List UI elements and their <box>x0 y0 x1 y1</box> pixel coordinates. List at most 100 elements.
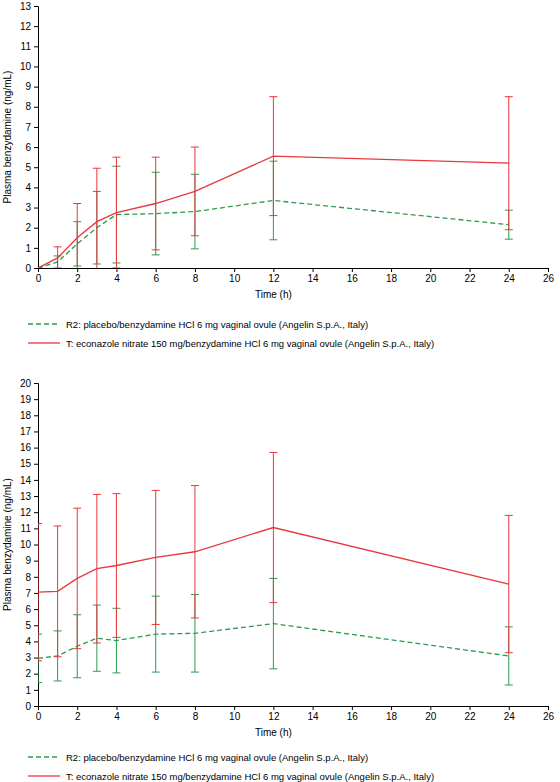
y-tick: 17 <box>20 426 38 437</box>
y-tick: 1 <box>25 243 38 254</box>
x-tick-mark <box>509 268 510 272</box>
y-tick: 4 <box>25 636 38 647</box>
error-cap <box>505 515 513 516</box>
y-tick-mark <box>34 448 38 449</box>
error-stem <box>116 157 117 268</box>
x-tick: 2 <box>75 268 81 284</box>
x-tick-mark <box>391 706 392 710</box>
x-tick-label: 14 <box>308 273 320 284</box>
error-cap <box>505 96 513 97</box>
y-tick-mark <box>34 625 38 626</box>
y-tick: 9 <box>25 555 38 566</box>
y-tick: 14 <box>20 475 38 486</box>
y-tick-label: 9 <box>25 81 31 92</box>
x-tick-mark <box>470 706 471 710</box>
y-tick: 20 <box>20 378 38 389</box>
y-tick-mark <box>34 228 38 229</box>
x-tick-label: 6 <box>153 711 159 722</box>
y-tick-label: 0 <box>25 701 31 712</box>
x-tick: 2 <box>75 706 81 722</box>
x-axis-title: Time (h) <box>255 727 292 738</box>
y-tick: 8 <box>25 101 38 112</box>
y-tick: 1 <box>25 685 38 696</box>
x-tick-label: 0 <box>36 711 42 722</box>
error-stem <box>194 147 195 236</box>
error-bar <box>152 157 160 250</box>
y-tick: 18 <box>20 410 38 421</box>
y-tick-label: 3 <box>25 652 31 663</box>
error-cap <box>112 672 120 673</box>
y-tick: 2 <box>25 222 38 233</box>
y-axis-title: Plasma benzydamine (ng/mL) <box>2 71 13 204</box>
error-stem <box>508 515 509 652</box>
error-cap <box>152 254 160 255</box>
error-cap <box>54 246 62 247</box>
y-tick-label: 11 <box>21 523 32 534</box>
error-cap <box>54 525 62 526</box>
y-tick-label: 11 <box>21 41 32 52</box>
y-tick: 10 <box>20 61 38 72</box>
y-tick-mark <box>34 464 38 465</box>
x-tick-mark <box>548 706 549 710</box>
y-tick-mark <box>34 399 38 400</box>
y-tick-mark <box>34 66 38 67</box>
x-tick-label: 22 <box>464 711 476 722</box>
x-tick: 0 <box>36 706 42 722</box>
y-tick: 5 <box>25 620 38 631</box>
x-tick-mark <box>156 706 157 710</box>
error-cap <box>152 490 160 491</box>
x-tick-mark <box>195 268 196 272</box>
y-tick: 10 <box>20 539 38 550</box>
x-tick-mark <box>234 268 235 272</box>
error-cap <box>505 229 513 230</box>
y-tick-label: 8 <box>25 572 31 583</box>
error-bar <box>73 204 81 268</box>
error-cap <box>73 508 81 509</box>
y-tick-mark <box>34 545 38 546</box>
y-tick-label: 6 <box>25 142 31 153</box>
y-tick: 11 <box>21 41 38 52</box>
x-tick-mark <box>116 706 117 710</box>
y-tick-mark <box>34 480 38 481</box>
y-tick-label: 2 <box>25 222 31 233</box>
plot-area <box>38 97 513 268</box>
error-cap <box>191 485 199 486</box>
y-tick-label: 5 <box>25 620 31 631</box>
x-tick-label: 14 <box>308 711 320 722</box>
x-tick-mark <box>313 268 314 272</box>
y-tick-mark <box>34 496 38 497</box>
x-tick-label: 2 <box>75 273 81 284</box>
y-tick-label: 10 <box>20 61 32 72</box>
error-cap <box>269 602 277 603</box>
x-tick: 8 <box>193 268 199 284</box>
x-tick-label: 4 <box>114 273 120 284</box>
y-tick-mark <box>34 431 38 432</box>
x-axis: 02468101214161820222426 <box>36 706 555 722</box>
x-tick-label: 18 <box>386 711 398 722</box>
y-tick-mark <box>34 26 38 27</box>
x-tick-mark <box>156 268 157 272</box>
x-tick-mark <box>509 706 510 710</box>
y-tick: 12 <box>20 21 38 32</box>
x-tick-label: 20 <box>425 711 437 722</box>
x-tick: 22 <box>464 706 476 722</box>
error-bar <box>269 452 277 602</box>
y-tick-label: 9 <box>25 555 31 566</box>
y-tick-label: 1 <box>25 243 31 254</box>
y-tick-mark <box>34 383 38 384</box>
y-tick: 8 <box>25 572 38 583</box>
error-cap <box>93 643 101 644</box>
y-tick-label: 16 <box>20 442 32 453</box>
x-tick: 20 <box>425 706 437 722</box>
error-stem <box>57 247 58 268</box>
x-tick: 12 <box>268 268 280 284</box>
y-tick-mark <box>34 268 38 269</box>
error-cap <box>38 682 42 683</box>
x-tick: 18 <box>386 706 398 722</box>
error-stem <box>57 526 58 657</box>
x-tick-mark <box>273 268 274 272</box>
x-tick-label: 24 <box>504 711 516 722</box>
y-tick-label: 15 <box>20 458 32 469</box>
x-tick-mark <box>77 706 78 710</box>
error-bar <box>505 97 513 230</box>
